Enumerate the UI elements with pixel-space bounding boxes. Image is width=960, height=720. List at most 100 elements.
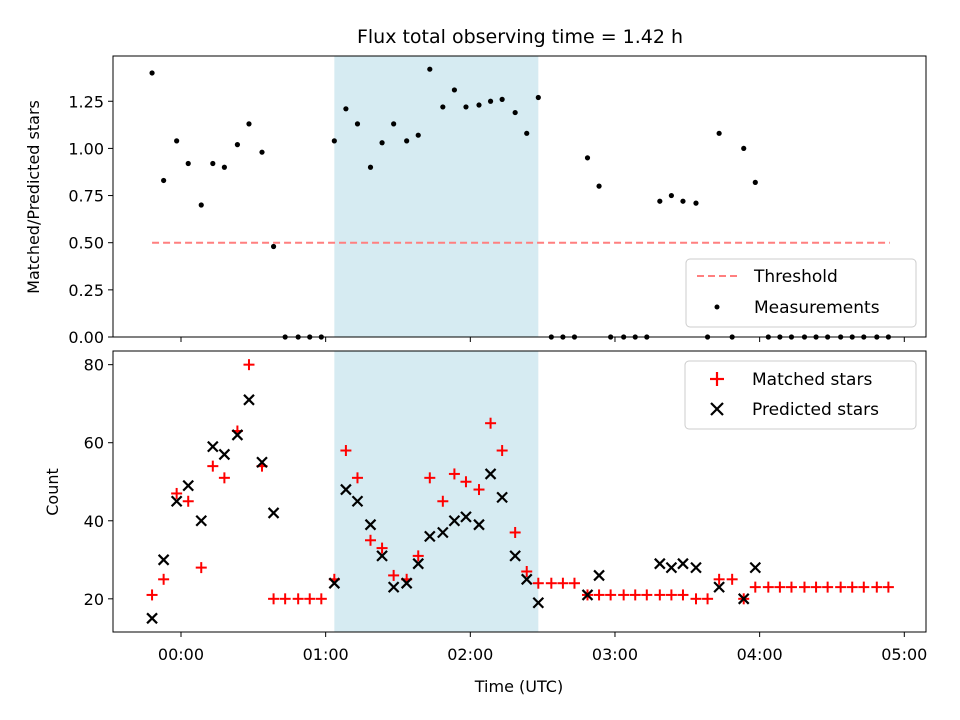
count-shade-rect	[334, 351, 539, 632]
predicted-star-point	[460, 511, 472, 523]
predicted-star-point	[473, 518, 485, 531]
measurement-point	[234, 142, 241, 148]
x-tick-label: 01:00	[303, 645, 349, 664]
ratio-shade-rect	[334, 56, 539, 337]
measurement-point	[693, 200, 699, 206]
matched-star-point	[460, 476, 472, 488]
matched-star-point	[690, 593, 702, 605]
count-legend-box	[684, 360, 917, 430]
matched-star-point	[785, 581, 797, 593]
matched-star-point	[545, 577, 557, 589]
matched-star-point	[858, 581, 870, 593]
count-y-axis-label: Count	[43, 468, 62, 516]
matched-star-point	[351, 472, 363, 484]
legend-measurement-swatch	[714, 304, 720, 310]
matched-star-point	[340, 445, 352, 457]
ratio-y-tick-label: 0.25	[68, 281, 104, 300]
matched-star-point	[654, 589, 666, 601]
measurement-point	[367, 164, 374, 170]
predicted-star-point	[737, 593, 750, 605]
measurement-point	[331, 138, 337, 144]
matched-star-point	[557, 577, 569, 589]
predicted-star-point	[749, 561, 762, 574]
matched-star-point	[171, 487, 183, 499]
matched-star-point	[629, 589, 641, 601]
matched-star-point	[195, 562, 207, 574]
matched-star-point	[412, 550, 424, 562]
count-y-tick-label: 20	[84, 590, 104, 609]
predicted-star-point	[690, 561, 702, 574]
measurement-point	[476, 102, 482, 108]
predicted-star-point	[170, 495, 183, 508]
matched-star-point	[521, 566, 533, 578]
matched-star-point	[677, 589, 689, 601]
matched-star-point	[568, 577, 580, 589]
count-y-tick-label: 40	[84, 512, 104, 531]
matched-star-point	[871, 581, 883, 593]
count-y-tick-label: 60	[84, 434, 104, 453]
ratio-y-tick-label: 0.50	[68, 234, 104, 253]
predicted-star-point	[231, 429, 244, 441]
predicted-star-point	[713, 581, 725, 593]
legend-predicted-label: Predicted stars	[752, 400, 879, 420]
matched-star-point	[798, 581, 810, 593]
measurement-point	[680, 198, 686, 204]
measurement-point	[221, 164, 227, 170]
predicted-star-point	[146, 612, 158, 625]
measurement-point	[379, 140, 385, 146]
predicted-star-point	[195, 514, 208, 527]
matched-star-point	[424, 472, 436, 484]
matched-star-point	[485, 417, 497, 429]
predicted-star-point	[340, 483, 352, 496]
predicted-star-point	[677, 557, 689, 570]
measurement-point	[487, 98, 494, 104]
predicted-star-point	[328, 577, 341, 589]
legend-predicted-swatch	[710, 402, 724, 416]
ratio-legend: Threshold Measurements	[685, 258, 917, 328]
x-tick-label: 03:00	[592, 645, 638, 664]
matched-star-point	[437, 495, 449, 507]
matched-star-point	[473, 484, 485, 496]
predicted-star-point	[448, 514, 461, 527]
measurement-point	[198, 202, 204, 208]
matched-star-point	[882, 581, 894, 593]
matched-star-point	[532, 577, 544, 589]
ratio-panel: 0.00 0.25 0.50 0.75 1.00 1.25 Matched/Predict…	[24, 55, 927, 347]
matched-star-point	[665, 589, 677, 601]
matched-star-point	[846, 581, 858, 593]
matched-star-point	[641, 589, 653, 601]
measurement-point	[354, 121, 361, 127]
measurement-point	[584, 155, 591, 161]
measurement-point	[174, 138, 180, 144]
predicted-star-point	[182, 479, 195, 492]
measurement-point	[524, 130, 530, 136]
predicted-star-point	[437, 526, 449, 539]
legend-threshold-label: Threshold	[753, 267, 838, 287]
matched-star-point	[509, 526, 521, 538]
measurement-point	[512, 109, 518, 116]
predicted-star-point	[424, 530, 436, 543]
predicted-star-point	[581, 589, 594, 601]
predicted-star-point	[532, 596, 545, 609]
measurement-point	[391, 121, 397, 127]
matched-star-point	[279, 593, 291, 605]
matched-star-point	[726, 573, 738, 585]
matched-star-point	[158, 573, 170, 585]
matched-star-point	[618, 589, 630, 601]
matched-star-point	[292, 593, 304, 605]
matched-star-point	[749, 581, 761, 593]
matched-star-point	[315, 593, 327, 605]
predicted-star-points	[146, 394, 762, 625]
measurement-point	[668, 192, 674, 199]
matched-star-point	[605, 589, 617, 601]
predicted-star-point	[218, 448, 231, 461]
measurement-point	[716, 130, 722, 136]
x-tick-label: 04:00	[737, 645, 783, 664]
measurement-point	[427, 66, 433, 72]
matched-star-points	[146, 359, 894, 605]
predicted-star-point	[496, 491, 508, 504]
predicted-star-point	[157, 554, 170, 566]
legend-matched-swatch	[710, 372, 724, 386]
measurement-point	[657, 198, 663, 204]
